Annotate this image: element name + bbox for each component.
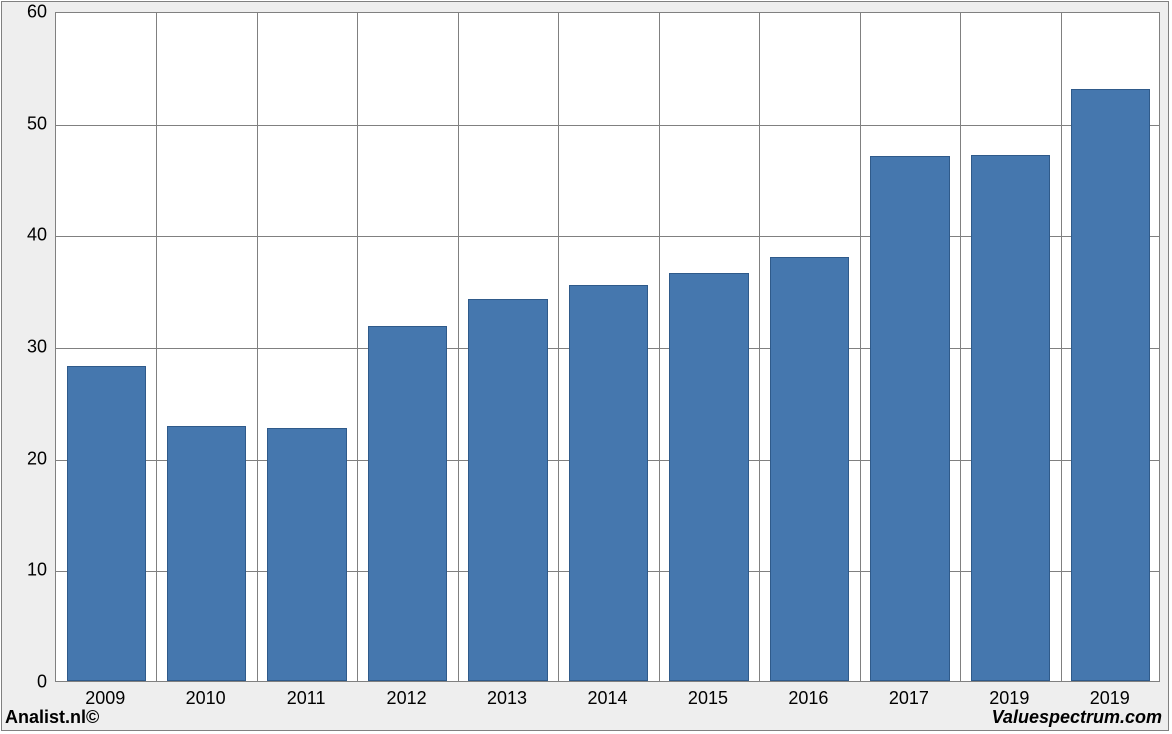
bar [167,426,246,681]
x-tick-label: 2019 [1090,688,1130,709]
vgrid-line [860,13,861,681]
vgrid-line [458,13,459,681]
chart-frame: 0 10 20 30 40 50 60 2009 2010 2011 2012 2013 2014 20… [1,1,1169,731]
y-tick-label: 60 [2,2,47,23]
x-tick-label: 2014 [587,688,627,709]
bar [971,155,1050,681]
bar [267,428,346,681]
x-tick-label: 2012 [387,688,427,709]
vgrid-line [759,13,760,681]
y-tick-label: 20 [2,448,47,469]
hgrid-line [56,125,1159,126]
vgrid-line [257,13,258,681]
plot-area [55,12,1160,682]
bar [870,156,949,681]
x-tick-label: 2016 [788,688,828,709]
vgrid-line [659,13,660,681]
footer-left-text: Analist.nl© [5,707,99,728]
x-tick-label: 2011 [287,688,326,709]
x-tick-label: 2017 [889,688,929,709]
bar [368,326,447,681]
y-tick-label: 10 [2,560,47,581]
x-tick-label: 2019 [989,688,1029,709]
bar [770,257,849,681]
x-tick-label: 2015 [688,688,728,709]
x-tick-label: 2009 [85,688,125,709]
bar [569,285,648,681]
vgrid-line [357,13,358,681]
vgrid-line [558,13,559,681]
vgrid-line [1061,13,1062,681]
bar [669,273,748,681]
x-tick-label: 2010 [186,688,226,709]
vgrid-line [156,13,157,681]
y-tick-label: 30 [2,337,47,358]
bar [1071,89,1150,681]
y-tick-label: 0 [2,672,47,693]
bar [468,299,547,681]
footer-right-text: Valuespectrum.com [992,707,1162,728]
x-tick-label: 2013 [487,688,527,709]
bar [67,366,146,681]
y-tick-label: 40 [2,225,47,246]
vgrid-line [960,13,961,681]
y-tick-label: 50 [2,113,47,134]
